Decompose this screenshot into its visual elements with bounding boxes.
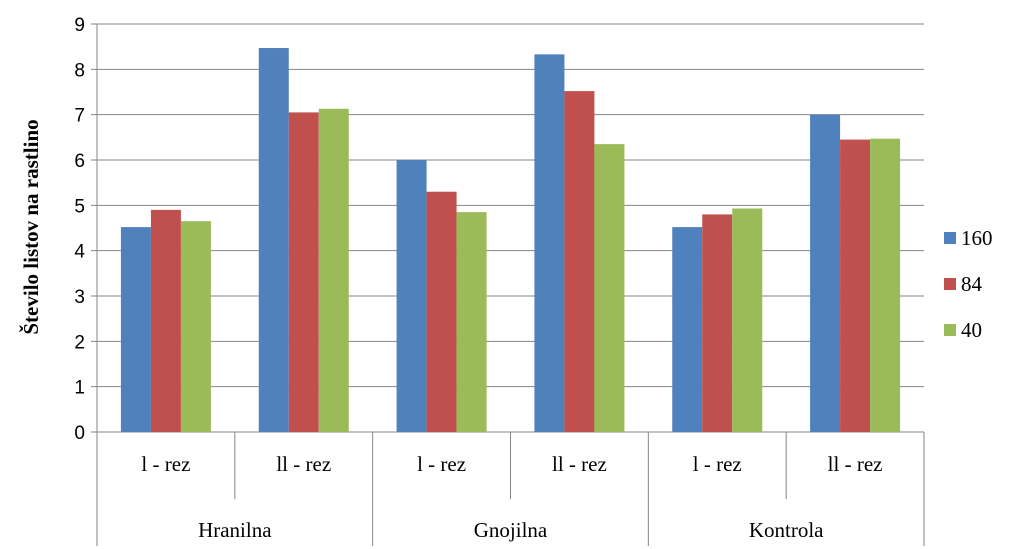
y-tick-label: 7 <box>74 106 85 127</box>
y-tick-labels: 0 1 2 3 4 5 6 7 8 9 <box>74 15 85 444</box>
y-tick-label: 8 <box>74 60 85 81</box>
legend-swatch-40 <box>944 324 956 336</box>
x-group-label: Hranilna <box>198 518 272 542</box>
y-tick-label: 4 <box>74 242 85 263</box>
legend-swatch-84 <box>944 278 956 290</box>
bar-84 <box>564 91 595 433</box>
x-category-label: ll - rez <box>276 452 331 476</box>
x-category-label: l - rez <box>417 452 466 476</box>
x-category-label: l - rez <box>693 452 742 476</box>
bar-40 <box>594 144 625 432</box>
bar-40 <box>318 108 349 433</box>
y-tick-label: 6 <box>74 151 85 172</box>
x-category-label: l - rez <box>141 452 190 476</box>
x-group-label: Kontrola <box>749 518 824 542</box>
x-category-label: ll - rez <box>552 452 607 476</box>
bars <box>120 48 901 433</box>
legend-label: 40 <box>961 318 982 342</box>
y-tick-label: 2 <box>74 332 85 353</box>
bar-160 <box>396 160 427 432</box>
bar-160 <box>810 114 841 433</box>
bar-84 <box>840 139 871 432</box>
bar-160 <box>120 227 151 432</box>
y-tick-label: 1 <box>74 378 85 399</box>
y-tick-label: 9 <box>74 15 85 36</box>
axes <box>91 23 925 546</box>
x-category-label: ll - rez <box>828 452 883 476</box>
bar-40 <box>456 212 487 432</box>
y-tick-label: 0 <box>74 423 85 444</box>
bar-160 <box>672 227 703 432</box>
bar-40 <box>732 208 763 432</box>
x-group-labels: Hranilna Gnojilna Kontrola <box>198 518 824 542</box>
bar-84 <box>426 191 457 432</box>
bar-84 <box>702 214 733 432</box>
bar-84 <box>288 112 319 433</box>
y-axis-label: Število listov na rastlino <box>19 119 43 334</box>
bar-160 <box>258 48 289 432</box>
x-category-labels: l - rez ll - rez l - rez ll - rez l - rez ll … <box>141 452 882 476</box>
x-group-label: Gnojilna <box>474 518 548 542</box>
bar-160 <box>534 54 565 433</box>
legend-label: 160 <box>961 226 993 250</box>
y-tick-label: 3 <box>74 287 85 308</box>
legend-label: 84 <box>961 272 983 296</box>
legend: 160 84 40 <box>944 226 993 342</box>
bar-40 <box>180 221 211 432</box>
gridlines <box>97 23 924 388</box>
bar-40 <box>870 138 901 432</box>
legend-swatch-160 <box>944 232 956 244</box>
bar-84 <box>150 209 181 432</box>
y-tick-label: 5 <box>74 196 85 217</box>
